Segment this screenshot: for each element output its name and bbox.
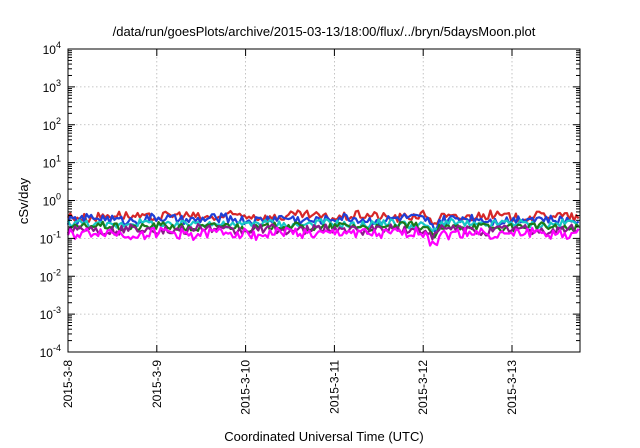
x-tick-label: 2015-3-12 bbox=[416, 360, 430, 415]
series-line bbox=[67, 220, 580, 239]
y-tick-label: 10-3 bbox=[40, 305, 61, 322]
chart-title: /data/run/goesPlots/archive/2015-03-13/1… bbox=[113, 24, 536, 39]
grid bbox=[68, 49, 580, 352]
x-tick-label: 2015-3-11 bbox=[327, 360, 341, 414]
y-tick-label: 104 bbox=[43, 40, 61, 57]
ticks: 10-4 10-3 10-2 10-1 100 101 102 103 104 2015-3-8 2… bbox=[40, 40, 580, 415]
x-tick-label: 2015-3-8 bbox=[61, 360, 75, 408]
y-tick-label: 103 bbox=[43, 78, 61, 95]
y-tick-label: 10-4 bbox=[40, 343, 61, 360]
series-line bbox=[66, 226, 580, 247]
x-tick-label: 2015-3-13 bbox=[505, 360, 519, 415]
y-tick-label: 100 bbox=[43, 192, 61, 209]
series-layer bbox=[66, 209, 580, 247]
series-line bbox=[67, 209, 580, 226]
x-axis-label: Coordinated Universal Time (UTC) bbox=[224, 429, 423, 444]
x-tick-label: 2015-3-10 bbox=[239, 360, 253, 415]
y-tick-label: 10-2 bbox=[40, 267, 61, 284]
y-axis-label: cSv/day bbox=[16, 177, 31, 224]
x-tick-label: 2015-3-9 bbox=[150, 360, 164, 408]
y-tick-label: 102 bbox=[43, 116, 61, 133]
y-tick-label: 101 bbox=[43, 154, 61, 171]
y-tick-label: 10-1 bbox=[40, 229, 61, 246]
